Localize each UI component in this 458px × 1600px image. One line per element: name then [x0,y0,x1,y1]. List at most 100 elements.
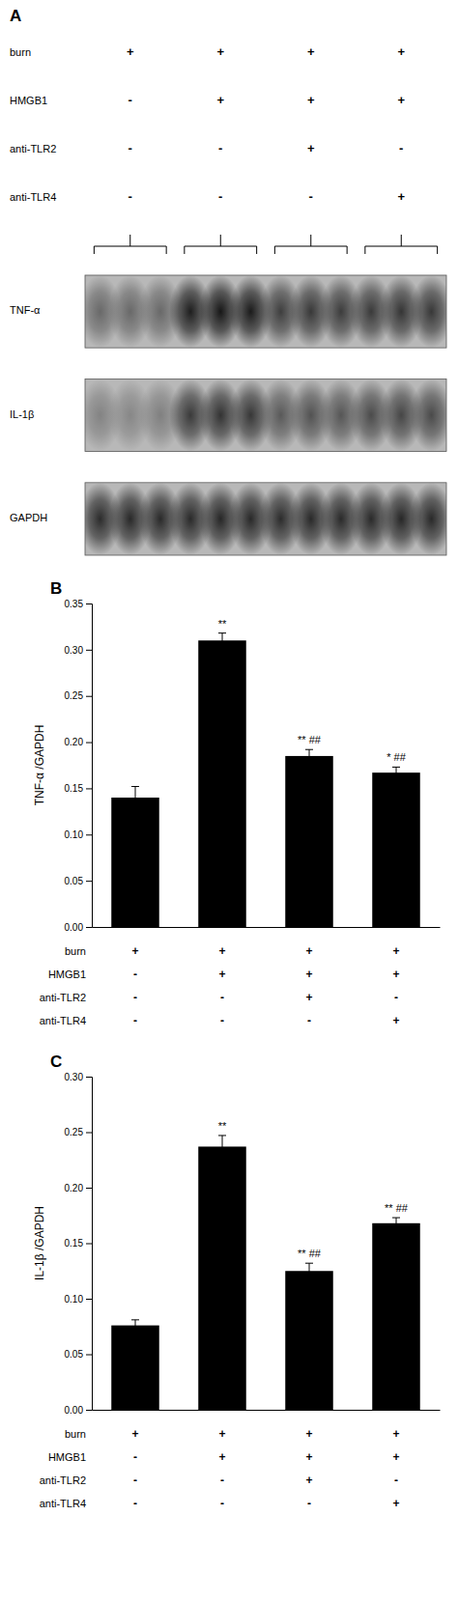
y-tick: 0.05 [64,1349,92,1361]
error-bar [305,749,314,763]
y-tick-label: 0.05 [64,1349,85,1361]
y-tick-label: 0.05 [64,876,85,888]
figure: Aburn + + + + HMGB1 - + + + anti-TLR2 - - + - anti-TLR4… [0,0,458,1600]
condition-value: + [305,1474,313,1489]
y-tick-label: 0.30 [64,1072,85,1084]
blot-band [410,378,447,452]
bar [198,640,247,928]
condition-value: - [133,1014,138,1029]
condition-value: - [133,1497,138,1512]
condition-label: anti-TLR2 [9,143,57,155]
condition-value: + [131,1428,139,1442]
condition-value: - [128,189,133,204]
condition-value: + [307,44,315,59]
error-bar [218,633,227,649]
blot-band [410,483,447,556]
condition-value: - [307,1497,312,1512]
condition-value: + [218,1451,226,1465]
x-axis [92,927,441,930]
condition-value: + [397,92,405,108]
condition-label: HMGB1 [9,94,48,107]
blot-label: TNF-α [9,304,41,316]
blot [85,483,447,556]
bracket [184,234,258,255]
y-tick: 0.10 [64,1294,92,1306]
bar [372,1224,421,1411]
y-tick: 0.30 [64,645,92,657]
y-tick: 0.35 [64,599,92,610]
condition-label: burn [9,46,31,58]
condition-value: - [394,991,399,1005]
condition-value: + [216,44,225,59]
condition-value: + [392,944,400,959]
panel-bar: C**** ##** ##0.000.050.100.150.200.250.3… [32,1053,441,1512]
panel-label: A [9,6,22,26]
y-axis: 0.00 0.05 0.10 0.15 0.20 0.25 0.30 0.35 [64,599,93,934]
y-tick-label: 0.30 [64,645,85,657]
annotation: * ## [386,751,406,764]
bracket [365,234,438,255]
y-axis: 0.000.050.100.150.200.250.30 [64,1072,93,1417]
blot-frame [85,275,447,348]
condition-value: - [133,1474,138,1489]
y-tick-label: 0.10 [64,830,85,841]
condition-label: burn [64,1429,86,1441]
condition-value: + [218,1428,226,1442]
blot-label: GAPDH [9,512,48,524]
condition-value: + [305,1451,313,1465]
condition-value: - [133,1451,138,1465]
y-tick-mark [85,1077,92,1079]
y-tick: 0.00 [64,922,92,934]
annotation: ** [218,618,228,630]
bar [285,1271,334,1411]
x-axis [92,1410,441,1413]
y-tick-mark [85,788,92,790]
bar [372,772,421,928]
condition-value: + [305,1428,313,1442]
y-tick-label: 0.15 [64,783,85,795]
condition-value: + [307,141,315,156]
error-bar [131,787,140,810]
bar [111,798,160,928]
y-tick: 0.00 [64,1405,92,1417]
y-tick: 0.05 [64,876,92,888]
condition-value: - [128,141,133,156]
y-tick: 0.25 [64,690,92,702]
condition-value: - [133,991,138,1005]
annotation: ** ## [297,1248,322,1260]
x-axis-line [92,927,441,929]
error-bar [305,1263,314,1280]
y-tick-label: 0.10 [64,1294,85,1306]
condition-label: anti-TLR4 [39,1498,86,1511]
condition-value: - [220,1014,225,1029]
bar [111,1326,160,1411]
y-tick-label: 0.20 [64,737,85,748]
condition-value: + [397,44,405,59]
blot-background [85,483,447,556]
y-tick-mark [85,1410,92,1412]
condition-value: + [216,92,225,108]
condition-value: + [392,1014,400,1029]
blot-band [410,275,447,348]
condition-label: anti-TLR4 [9,191,57,203]
y-tick-label: 0.15 [64,1238,85,1250]
condition-value: - [218,141,223,156]
condition-label: HMGB1 [48,1452,86,1464]
annotation: ** ## [384,1202,409,1215]
y-tick-mark [85,1299,92,1301]
bracket [274,234,347,255]
error-bar [392,1218,401,1231]
y-tick-mark [85,743,92,745]
plot-area [111,633,421,928]
condition-value: - [394,1474,399,1489]
y-axis-title: TNF-α /GAPDH [32,725,47,807]
annotation: ** [218,1120,228,1133]
error-bar [392,767,401,778]
condition-value: + [392,1497,400,1512]
y-axis-title: IL-1β /GAPDH [32,1206,47,1282]
y-tick-mark [85,603,92,605]
condition-value: + [307,92,315,108]
y-tick-mark [85,1133,92,1135]
condition-value: + [305,991,313,1005]
condition-value: + [126,44,135,59]
